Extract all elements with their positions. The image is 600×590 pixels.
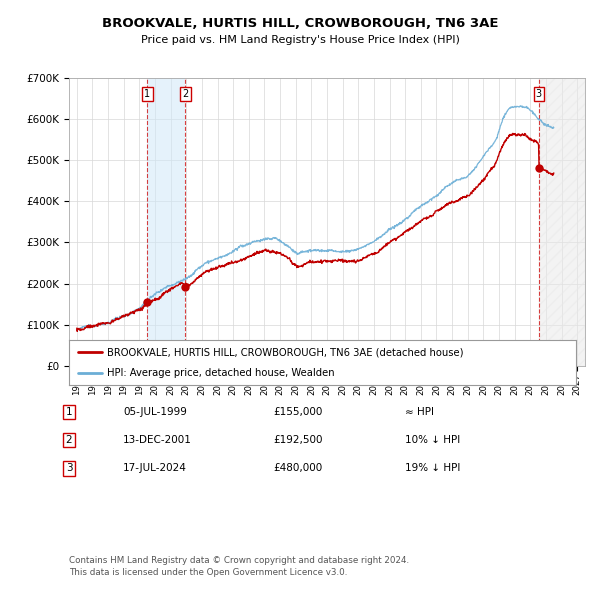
Text: 3: 3 <box>536 88 542 99</box>
Text: BROOKVALE, HURTIS HILL, CROWBOROUGH, TN6 3AE: BROOKVALE, HURTIS HILL, CROWBOROUGH, TN6… <box>102 17 498 30</box>
Text: BROOKVALE, HURTIS HILL, CROWBOROUGH, TN6 3AE (detached house): BROOKVALE, HURTIS HILL, CROWBOROUGH, TN6… <box>107 348 464 358</box>
Text: 19% ↓ HPI: 19% ↓ HPI <box>405 464 460 473</box>
Text: £480,000: £480,000 <box>273 464 322 473</box>
Text: 17-JUL-2024: 17-JUL-2024 <box>123 464 187 473</box>
Text: 1: 1 <box>65 407 73 417</box>
Text: 3: 3 <box>65 464 73 473</box>
Text: 1: 1 <box>144 88 151 99</box>
Text: ≈ HPI: ≈ HPI <box>405 407 434 417</box>
Text: £192,500: £192,500 <box>273 435 323 445</box>
Bar <box>148 78 185 366</box>
Text: £155,000: £155,000 <box>273 407 322 417</box>
Text: Price paid vs. HM Land Registry's House Price Index (HPI): Price paid vs. HM Land Registry's House … <box>140 35 460 45</box>
Bar <box>539 78 585 366</box>
Text: 05-JUL-1999: 05-JUL-1999 <box>123 407 187 417</box>
Text: 2: 2 <box>182 88 188 99</box>
Text: 10% ↓ HPI: 10% ↓ HPI <box>405 435 460 445</box>
Text: HPI: Average price, detached house, Wealden: HPI: Average price, detached house, Weal… <box>107 368 335 378</box>
Text: Contains HM Land Registry data © Crown copyright and database right 2024.
This d: Contains HM Land Registry data © Crown c… <box>69 556 409 577</box>
Text: 13-DEC-2001: 13-DEC-2001 <box>123 435 192 445</box>
Text: 2: 2 <box>65 435 73 445</box>
